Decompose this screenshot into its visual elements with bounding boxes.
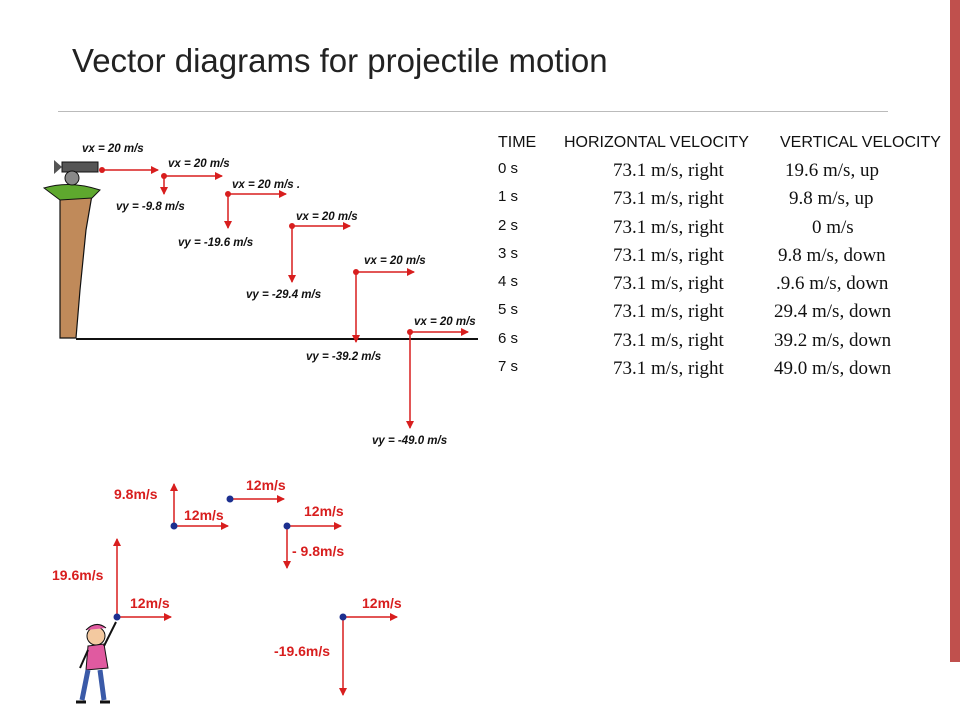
vy-label-3: vy = -39.2 m/s <box>306 351 381 363</box>
table-row: 5 s 73.1 m/s, right 29.4 m/s, down <box>498 301 892 323</box>
table-row: 7 s 73.1 m/s, right 49.0 m/s, down <box>498 358 892 380</box>
table-row: 1 s 73.1 m/s, right 9.8 m/s, up <box>498 188 874 210</box>
label-vy-start: 19.6m/s <box>52 567 104 583</box>
vx-label-1: vx = 20 m/s <box>168 158 230 170</box>
label-vx-end: 12m/s <box>362 595 402 611</box>
table-header: TIME HORIZONTAL VELOCITY VERTICAL VELOCI… <box>498 132 958 158</box>
label-vx-fall: 12m/s <box>304 503 344 519</box>
cannon-icon <box>54 160 99 186</box>
thrower-vector-diagram: 19.6m/s 12m/s 9.8m/s 12m/s 12m/s 12m/s -… <box>52 477 402 704</box>
vy-label-0: vy = -9.8 m/s <box>116 201 185 213</box>
cannon-vector-diagram: vx = 20 m/s vx = 20 m/s vx = 20 m/s . vx… <box>42 143 478 447</box>
vx-label-4: vx = 20 m/s <box>364 255 426 267</box>
label-vy-rise: 9.8m/s <box>114 486 158 502</box>
velocity-labels: vx = 20 m/s vx = 20 m/s vx = 20 m/s . vx… <box>82 143 476 447</box>
table-row: 2 s 73.1 m/s, right 0 m/s <box>498 216 854 238</box>
header-vertical: VERTICAL VELOCITY <box>780 134 941 151</box>
vy-label-2: vy = -29.4 m/s <box>246 289 321 301</box>
header-time: TIME <box>498 134 537 151</box>
cliff-grass <box>42 184 101 201</box>
label-vy-fall: - 9.8m/s <box>292 543 344 559</box>
thrower-person-icon <box>76 621 117 704</box>
thrower-arrows <box>113 483 398 696</box>
thrower-points <box>113 495 347 621</box>
table-row: 0 s 73.1 m/s, right 19.6 m/s, up <box>498 160 879 181</box>
projectile-points <box>99 167 413 335</box>
header-horizontal: HORIZONTAL VELOCITY <box>564 134 749 151</box>
slide-title: Vector diagrams for projectile motion <box>72 42 608 79</box>
vx-label-5: vx = 20 m/s <box>414 316 476 328</box>
label-vy-end: -19.6m/s <box>274 643 330 659</box>
vy-label-1: vy = -19.6 m/s <box>178 237 253 249</box>
table-row: 6 s 73.1 m/s, right 39.2 m/s, down <box>498 329 892 351</box>
velocity-table: TIME HORIZONTAL VELOCITY VERTICAL VELOCI… <box>498 132 958 384</box>
table-row: 4 s 73.1 m/s, right .9.6 m/s, down <box>498 273 889 295</box>
title-divider <box>58 111 888 112</box>
vy-label-4: vy = -49.0 m/s <box>372 435 447 447</box>
label-vx-top: 12m/s <box>246 477 286 493</box>
label-vx-start: 12m/s <box>130 595 170 611</box>
accent-bar <box>950 0 960 662</box>
vx-label-3: vx = 20 m/s <box>296 211 358 223</box>
vx-label-2: vx = 20 m/s . <box>232 179 300 191</box>
vx-label-0: vx = 20 m/s <box>82 143 144 155</box>
table-row: 3 s 73.1 m/s, right 9.8 m/s, down <box>498 244 886 266</box>
thrower-labels: 19.6m/s 12m/s 9.8m/s 12m/s 12m/s 12m/s -… <box>52 477 402 659</box>
label-vx-rise: 12m/s <box>184 507 224 523</box>
